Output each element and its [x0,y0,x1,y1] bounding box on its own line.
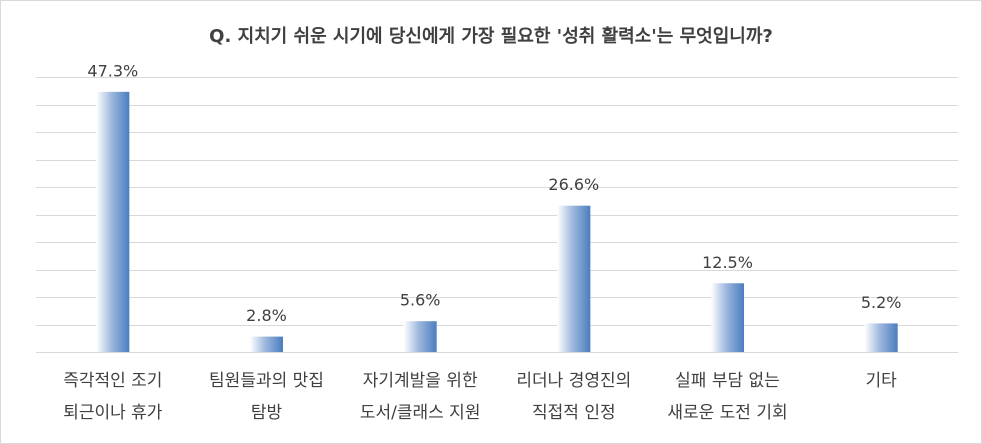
bar [864,323,898,352]
data-label: 12.5% [702,253,753,272]
x-tick-label: 자기계발을 위한 도서/클래스 지원 [359,371,481,423]
bar [96,91,130,352]
x-tick-label: 리더나 경영진의 직접적 인정 [516,371,632,423]
data-label: 5.6% [400,291,441,310]
bar [250,336,283,352]
bar [557,205,591,352]
data-label: 26.6% [548,175,599,194]
data-label: 47.3% [87,61,138,80]
x-tick-label: 팀원들과의 맛집 탐방 [209,371,324,423]
x-tick-label: 기타 [865,371,897,391]
x-tick-label: 실패 부담 없는 새로운 도전 기회 [667,371,788,423]
bar [403,321,437,352]
chart-title: Q. 지치기 쉬운 시기에 당신에게 가장 필요한 '성취 활력소'는 무엇입니… [209,25,773,47]
data-label: 5.2% [861,293,902,312]
data-label: 2.8% [246,306,287,325]
x-tick-label: 즉각적인 조기 퇴근이나 휴가 [63,371,163,423]
bar [711,283,744,352]
